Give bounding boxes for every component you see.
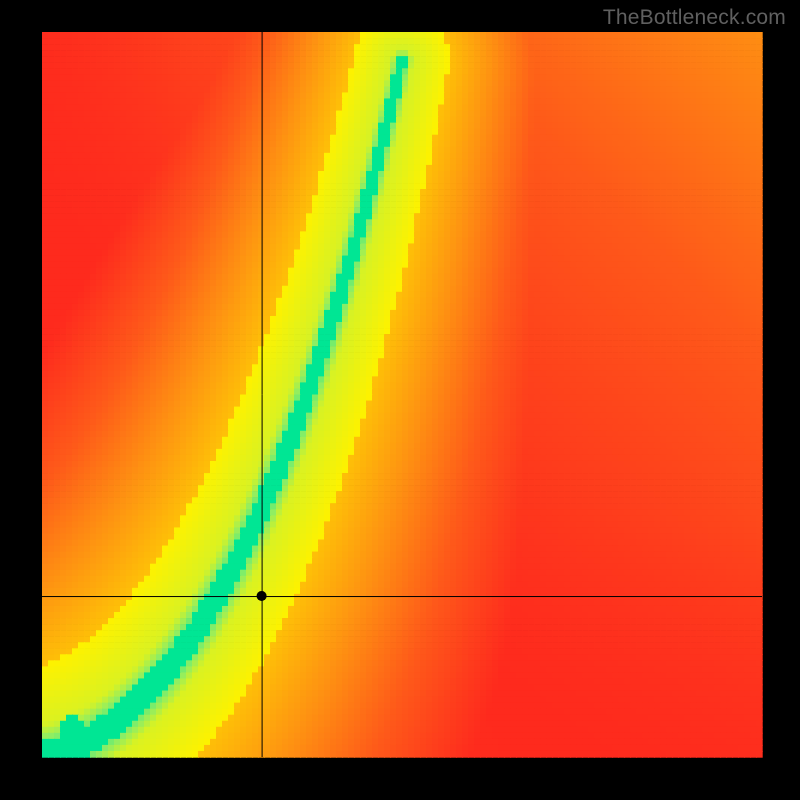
chart-container: TheBottleneck.com: [0, 0, 800, 800]
heatmap-canvas: [0, 0, 800, 800]
watermark-label: TheBottleneck.com: [603, 6, 786, 30]
